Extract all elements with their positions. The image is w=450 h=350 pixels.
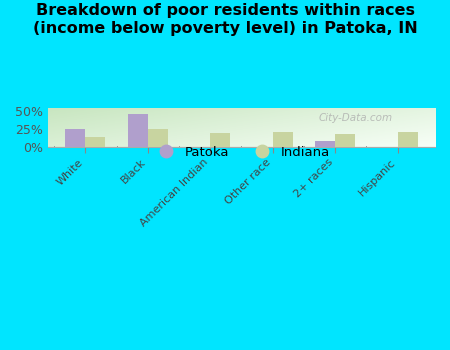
Text: Breakdown of poor residents within races
(income below poverty level) in Patoka,: Breakdown of poor residents within races… [32,4,418,36]
Bar [128,114,148,147]
Bar [86,138,105,147]
Text: City-Data.com: City-Data.com [319,113,393,122]
Bar [315,141,335,147]
Bar [65,129,86,147]
Bar [148,129,168,147]
Bar [273,132,292,147]
Bar [335,134,355,147]
Bar [397,132,418,147]
Legend: Patoka, Indiana: Patoka, Indiana [148,140,335,164]
Bar [210,133,230,147]
